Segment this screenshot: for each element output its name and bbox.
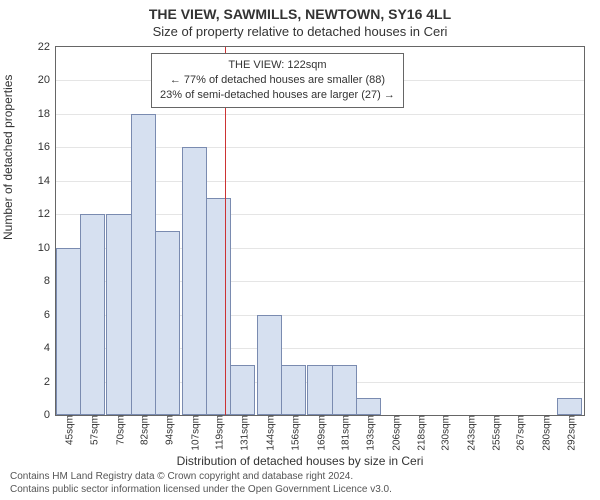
y-tick-label: 18 xyxy=(20,108,56,120)
y-tick-label: 0 xyxy=(20,409,56,421)
histogram-bar xyxy=(56,248,81,415)
footer-line-2: Contains public sector information licen… xyxy=(10,484,590,497)
x-tick-label: 107sqm xyxy=(187,415,202,451)
x-tick-label: 131sqm xyxy=(235,415,250,451)
plot-area: 024681012141618202245sqm57sqm70sqm82sqm9… xyxy=(55,46,585,416)
y-axis-label: Number of detached properties xyxy=(1,75,15,240)
x-tick-label: 230sqm xyxy=(436,415,451,451)
x-tick-label: 193sqm xyxy=(361,415,376,451)
histogram-bar xyxy=(131,114,156,415)
x-tick-label: 206sqm xyxy=(388,415,403,451)
x-tick-label: 267sqm xyxy=(512,415,527,451)
histogram-bar xyxy=(257,315,282,415)
x-axis-label: Distribution of detached houses by size … xyxy=(0,454,600,468)
histogram-bar xyxy=(106,214,131,415)
histogram-bar xyxy=(155,231,180,415)
y-tick-label: 20 xyxy=(20,74,56,86)
x-tick-label: 243sqm xyxy=(463,415,478,451)
chart-container: THE VIEW, SAWMILLS, NEWTOWN, SY16 4LL Si… xyxy=(0,0,600,500)
y-tick-label: 16 xyxy=(20,141,56,153)
histogram-bar xyxy=(182,147,207,415)
y-tick-label: 6 xyxy=(20,309,56,321)
annotation-line-1: ← 77% of detached houses are smaller (88… xyxy=(160,73,395,88)
annotation-title: THE VIEW: 122sqm xyxy=(160,58,395,73)
y-tick-label: 8 xyxy=(20,275,56,287)
y-tick-label: 12 xyxy=(20,208,56,220)
y-tick-label: 14 xyxy=(20,175,56,187)
x-tick-label: 280sqm xyxy=(538,415,553,451)
x-tick-label: 94sqm xyxy=(160,415,175,445)
x-tick-label: 82sqm xyxy=(136,415,151,445)
histogram-bar xyxy=(307,365,332,415)
histogram-bar xyxy=(230,365,255,415)
y-tick-label: 22 xyxy=(20,41,56,53)
histogram-bar xyxy=(80,214,105,415)
annotation-line-2: 23% of semi-detached houses are larger (… xyxy=(160,88,395,103)
histogram-bar xyxy=(557,398,582,415)
x-tick-label: 156sqm xyxy=(286,415,301,451)
histogram-bar xyxy=(356,398,381,415)
chart-title-sub: Size of property relative to detached ho… xyxy=(0,24,600,39)
x-tick-label: 169sqm xyxy=(313,415,328,451)
x-tick-label: 218sqm xyxy=(412,415,427,451)
y-tick-label: 2 xyxy=(20,376,56,388)
x-tick-label: 45sqm xyxy=(61,415,76,445)
footer-attribution: Contains HM Land Registry data © Crown c… xyxy=(10,471,590,496)
x-tick-label: 255sqm xyxy=(487,415,502,451)
x-tick-label: 144sqm xyxy=(262,415,277,451)
chart-title-main: THE VIEW, SAWMILLS, NEWTOWN, SY16 4LL xyxy=(0,6,600,22)
x-tick-label: 70sqm xyxy=(111,415,126,445)
y-tick-label: 4 xyxy=(20,342,56,354)
x-tick-label: 292sqm xyxy=(562,415,577,451)
footer-line-1: Contains HM Land Registry data © Crown c… xyxy=(10,471,590,484)
x-tick-label: 119sqm xyxy=(211,415,226,450)
annotation-box: THE VIEW: 122sqm← 77% of detached houses… xyxy=(151,53,404,108)
histogram-bar xyxy=(332,365,357,415)
y-tick-label: 10 xyxy=(20,242,56,254)
histogram-bar xyxy=(281,365,306,415)
histogram-bar xyxy=(206,198,231,415)
x-tick-label: 57sqm xyxy=(85,415,100,445)
x-tick-label: 181sqm xyxy=(337,415,352,451)
